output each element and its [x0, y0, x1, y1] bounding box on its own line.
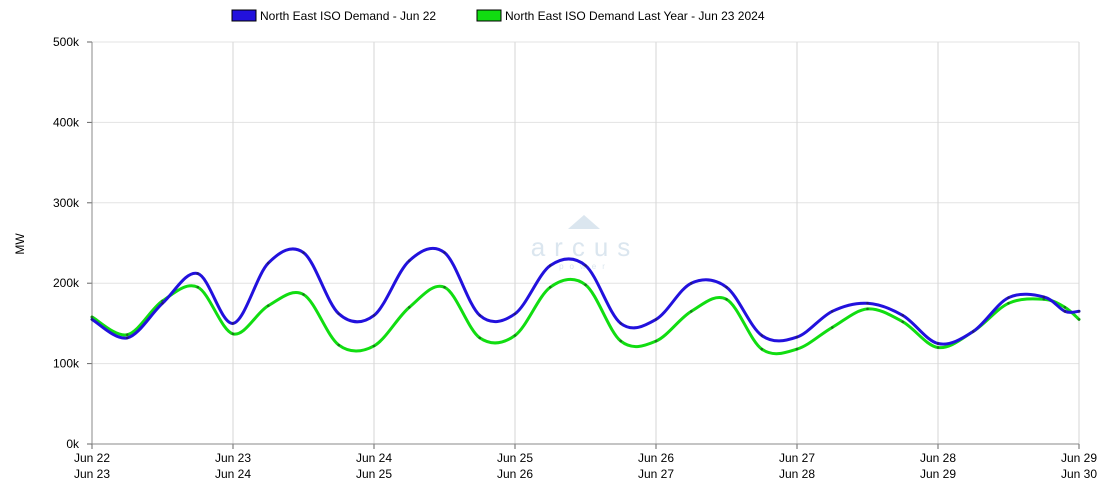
- watermark-logo-icon: [568, 215, 600, 229]
- demand-point: [513, 312, 517, 316]
- demand-point: [231, 322, 235, 325]
- x-axis: Jun 22 Jun 23 Jun 23 Jun 24 Jun 24 Jun 25 Jun …: [74, 443, 1097, 481]
- legend-item-last-year[interactable]: North East ISO Demand Last Year - Jun 23…: [476, 9, 765, 23]
- series-layer: [90, 246, 1081, 356]
- demand-point: [795, 335, 799, 339]
- last-year-point: [478, 336, 482, 340]
- x-tick-label-secondary: Jun 26: [497, 467, 533, 481]
- x-tick-label-secondary: Jun 24: [215, 467, 251, 481]
- last-year-point: [231, 332, 235, 336]
- y-axis-label: MW: [13, 233, 27, 255]
- demand-point: [196, 272, 200, 275]
- y-tick-label: 400k: [53, 115, 80, 129]
- last-year-point: [125, 333, 129, 336]
- last-year-point: [1063, 306, 1067, 309]
- last-year-point: [1077, 318, 1081, 321]
- x-tick-label: Jun 26: [638, 451, 674, 465]
- x-tick-label: Jun 27: [779, 451, 815, 465]
- demand-point: [584, 264, 587, 267]
- demand-point: [830, 310, 834, 313]
- last-year-point: [866, 307, 869, 311]
- last-year-point: [654, 339, 658, 343]
- last-year-point: [548, 285, 552, 289]
- x-tick-label: Jun 23: [215, 451, 251, 465]
- demand-point: [161, 302, 164, 305]
- legend-item-demand[interactable]: North East ISO Demand - Jun 22: [231, 9, 436, 23]
- legend: North East ISO Demand - Jun 22 North Eas…: [231, 9, 765, 23]
- x-tick-label-secondary: Jun 25: [356, 467, 392, 481]
- last-year-point: [196, 285, 200, 289]
- x-tick-label-secondary: Jun 30: [1061, 467, 1097, 481]
- demand-point: [936, 342, 940, 345]
- demand-point: [337, 312, 341, 316]
- x-tick-label-secondary: Jun 29: [920, 467, 956, 481]
- last-year-point: [619, 339, 623, 343]
- watermark: arcus power: [531, 215, 640, 271]
- demand-point: [302, 251, 305, 254]
- demand-point: [125, 336, 129, 340]
- y-tick-label: 0k: [66, 437, 80, 451]
- demand-point: [1077, 310, 1081, 313]
- legend-swatch-last-year: [476, 9, 502, 22]
- last-year-point: [830, 326, 834, 329]
- y-tick-label: 300k: [53, 196, 80, 210]
- demand-point: [443, 251, 446, 254]
- demand-point: [478, 314, 482, 317]
- x-tick-label: Jun 24: [356, 451, 392, 465]
- legend-label-demand: North East ISO Demand - Jun 22: [260, 9, 436, 23]
- x-tick-label-secondary: Jun 28: [779, 467, 815, 481]
- demand-point: [90, 318, 94, 321]
- demand-point: [372, 314, 376, 317]
- demand-point: [407, 259, 411, 262]
- x-tick-label: Jun 28: [920, 451, 956, 465]
- y-tick-label: 500k: [53, 35, 80, 49]
- demand-point: [901, 314, 905, 317]
- x-tick-label-secondary: Jun 27: [638, 467, 674, 481]
- demand-point: [619, 322, 623, 325]
- x-tick-label-secondary: Jun 23: [74, 467, 110, 481]
- y-axis: 0k 100k 200k 300k 400k 500k: [53, 35, 93, 451]
- demand-point: [971, 330, 975, 333]
- last-year-point: [266, 304, 270, 308]
- demand-point: [1063, 310, 1067, 313]
- last-year-point: [1007, 302, 1010, 305]
- x-tick-label: Jun 29: [1061, 451, 1097, 465]
- last-year-point: [302, 293, 305, 296]
- last-year-point: [760, 347, 764, 351]
- last-year-point: [936, 346, 940, 349]
- last-year-point: [1042, 297, 1046, 301]
- watermark-text: arcus: [531, 232, 640, 262]
- last-year-point: [689, 310, 693, 313]
- y-tick-label: 200k: [53, 276, 80, 290]
- demand-point: [866, 302, 869, 305]
- last-year-point: [795, 347, 799, 351]
- y-tick-label: 100k: [53, 357, 80, 371]
- last-year-point: [725, 297, 728, 301]
- last-year-point: [513, 334, 517, 337]
- demand-point: [1042, 295, 1046, 299]
- legend-swatch-demand: [231, 9, 257, 22]
- demand-point: [266, 261, 270, 265]
- last-year-point: [901, 320, 905, 324]
- watermark-subtext: power: [559, 262, 611, 271]
- last-year-point: [584, 283, 587, 287]
- last-year-point: [90, 315, 94, 319]
- demand-point: [1007, 296, 1010, 299]
- demand-point: [760, 334, 764, 337]
- series-demand: [90, 246, 1081, 346]
- last-year-point: [407, 306, 411, 309]
- demand-point: [654, 318, 658, 321]
- last-year-point: [337, 343, 341, 347]
- x-tick-label: Jun 25: [497, 451, 533, 465]
- last-year-point: [443, 285, 446, 289]
- demand-point: [689, 281, 693, 285]
- demand-point: [548, 264, 552, 267]
- x-tick-label: Jun 22: [74, 451, 110, 465]
- last-year-point: [372, 344, 376, 348]
- demand-point: [725, 285, 728, 289]
- legend-label-last-year: North East ISO Demand Last Year - Jun 23…: [505, 9, 765, 23]
